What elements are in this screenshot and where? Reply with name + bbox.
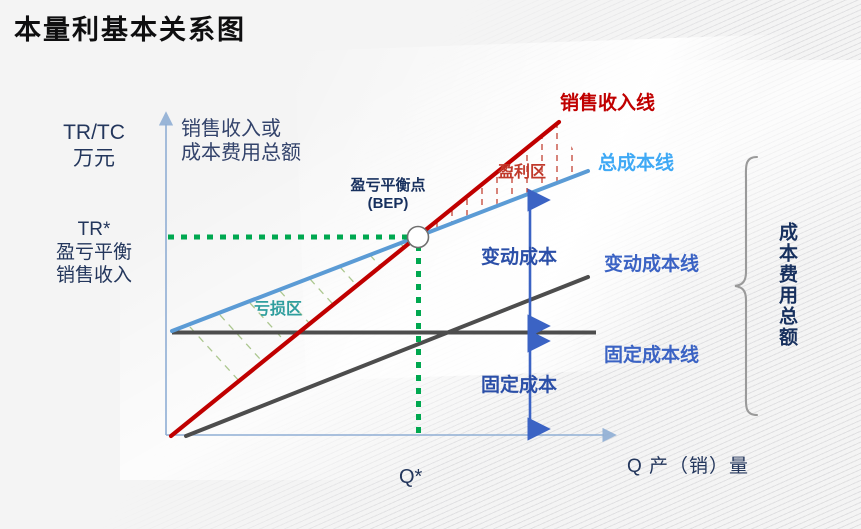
variable-cost-line xyxy=(184,275,590,438)
y-axis-bep-value-line1: TR* xyxy=(77,219,111,240)
y-axis-bep-value-line3: 销售收入 xyxy=(55,265,132,287)
cost-total-bracket xyxy=(734,155,759,417)
y-axis-description: 销售收入或 成本费用总额 xyxy=(181,117,301,166)
loss-zone-label: 亏损区 xyxy=(254,301,303,318)
legend-fixed-cost-line: 固定成本线 xyxy=(604,345,700,366)
cost-total-bracket-label: 成本费用总额 xyxy=(776,222,797,348)
bep-marker xyxy=(406,225,430,249)
y-axis-bep-value-line2: 盈亏平衡 xyxy=(55,242,132,264)
variable-cost-measure-label: 变动成本 xyxy=(481,247,558,268)
y-axis-description-line2: 成本费用总额 xyxy=(181,142,301,165)
legend-sales-revenue-line: 销售收入线 xyxy=(560,93,656,114)
x-axis-label: Q 产（销）量 xyxy=(627,456,750,477)
bep-annotation-line1: 盈亏平衡点 xyxy=(350,177,426,194)
sales-revenue-line xyxy=(168,119,562,439)
x-axis-bep-value-label: Q* xyxy=(399,466,423,488)
page-title: 本量利基本关系图 xyxy=(14,15,246,45)
profit-zone-label: 盈利区 xyxy=(498,164,547,181)
y-axis-unit-line1: TR/TC xyxy=(63,121,125,144)
fixed-cost-measure-label: 固定成本 xyxy=(481,375,558,396)
legend-total-cost-line: 总成本线 xyxy=(598,153,675,174)
legend-variable-cost-line: 变动成本线 xyxy=(604,254,700,275)
bep-annotation: 盈亏平衡点 (BEP) xyxy=(333,177,443,214)
y-axis-unit-line2: 万元 xyxy=(73,146,115,170)
y-axis-description-line1: 销售收入或 xyxy=(181,118,281,140)
y-axis-bep-value-label: TR* 盈亏平衡 销售收入 xyxy=(34,218,154,288)
bep-annotation-line2: (BEP) xyxy=(367,195,409,213)
total-cost-line xyxy=(170,169,590,333)
y-axis-unit-label: TR/TC 万元 xyxy=(34,120,154,171)
